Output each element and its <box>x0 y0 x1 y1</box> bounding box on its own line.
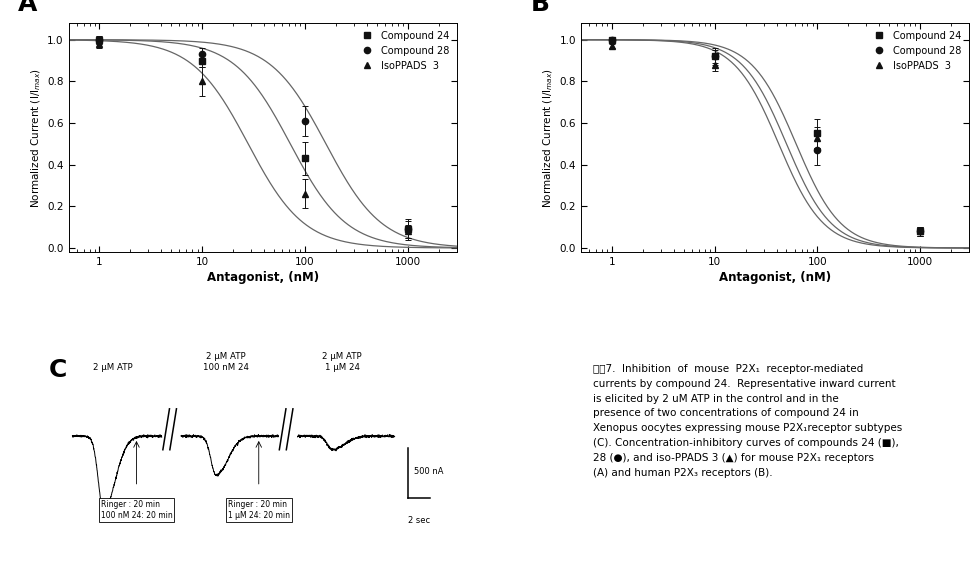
Text: 2 μM ATP: 2 μM ATP <box>93 363 133 372</box>
Legend: Compound 24, Compound 28, IsoPPADS  3: Compound 24, Compound 28, IsoPPADS 3 <box>354 28 452 74</box>
Y-axis label: Normalized Current (I/I$_{max}$): Normalized Current (I/I$_{max}$) <box>29 67 43 207</box>
Text: Ringer : 20 min
100 nM 24: 20 min: Ringer : 20 min 100 nM 24: 20 min <box>101 501 172 520</box>
Text: 그림7.  Inhibition  of  mouse  P2X₁  receptor-mediated
currents by compound 24.  R: 그림7. Inhibition of mouse P2X₁ receptor-m… <box>592 364 901 478</box>
Text: C: C <box>49 358 67 382</box>
Text: A: A <box>18 0 37 16</box>
Text: B: B <box>530 0 549 16</box>
Text: 2 μM ATP
100 nM 24: 2 μM ATP 100 nM 24 <box>202 353 248 372</box>
X-axis label: Antagonist, (nM): Antagonist, (nM) <box>206 271 319 284</box>
Text: Ringer : 20 min
1 μM 24: 20 min: Ringer : 20 min 1 μM 24: 20 min <box>228 501 289 520</box>
X-axis label: Antagonist, (nM): Antagonist, (nM) <box>718 271 830 284</box>
Y-axis label: Normalized Current (I/I$_{max}$): Normalized Current (I/I$_{max}$) <box>541 67 555 207</box>
Text: 2 sec: 2 sec <box>408 516 429 525</box>
Text: 2 μM ATP
1 μM 24: 2 μM ATP 1 μM 24 <box>322 353 362 372</box>
Text: 500 nA: 500 nA <box>414 467 443 476</box>
Legend: Compound 24, Compound 28, IsoPPADS  3: Compound 24, Compound 28, IsoPPADS 3 <box>866 28 963 74</box>
